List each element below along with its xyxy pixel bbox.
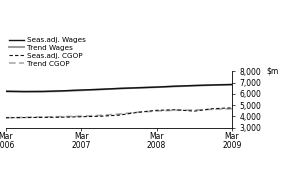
Trend CGOP	[98, 114, 102, 116]
Seas.adj. CGOP	[42, 116, 45, 118]
Seas.adj. CGOP	[193, 110, 196, 112]
Trend Wages	[42, 90, 45, 92]
Seas.adj. Wages	[61, 90, 64, 92]
Seas.adj. Wages	[174, 85, 177, 87]
Trend CGOP	[174, 109, 177, 111]
Seas.adj. Wages	[155, 86, 158, 88]
Seas.adj. CGOP	[117, 114, 121, 116]
Trend CGOP	[61, 116, 64, 118]
Seas.adj. Wages	[117, 87, 121, 89]
Trend Wages	[117, 88, 121, 90]
Seas.adj. Wages	[230, 83, 234, 86]
Line: Trend CGOP: Trend CGOP	[6, 109, 232, 118]
Trend CGOP	[155, 110, 158, 112]
Seas.adj. CGOP	[4, 117, 7, 119]
Seas.adj. CGOP	[230, 107, 234, 109]
Seas.adj. Wages	[80, 89, 83, 91]
Trend CGOP	[230, 108, 234, 110]
Trend Wages	[80, 89, 83, 91]
Trend CGOP	[117, 113, 121, 115]
Trend CGOP	[193, 109, 196, 111]
Seas.adj. CGOP	[174, 109, 177, 111]
Trend Wages	[155, 86, 158, 88]
Seas.adj. CGOP	[98, 115, 102, 117]
Legend: Seas.adj. Wages, Trend Wages, Seas.adj. CGOP, Trend CGOP: Seas.adj. Wages, Trend Wages, Seas.adj. …	[9, 37, 86, 67]
Trend CGOP	[23, 116, 26, 118]
Trend CGOP	[4, 117, 7, 119]
Trend Wages	[193, 85, 196, 87]
Seas.adj. Wages	[98, 88, 102, 90]
Trend Wages	[23, 91, 26, 93]
Trend Wages	[61, 90, 64, 92]
Seas.adj. CGOP	[61, 116, 64, 118]
Trend Wages	[98, 88, 102, 90]
Trend Wages	[230, 84, 234, 86]
Line: Trend Wages: Trend Wages	[6, 85, 232, 92]
Line: Seas.adj. CGOP: Seas.adj. CGOP	[6, 108, 232, 118]
Trend CGOP	[80, 115, 83, 117]
Seas.adj. CGOP	[155, 109, 158, 111]
Seas.adj. Wages	[211, 84, 215, 86]
Trend CGOP	[211, 108, 215, 110]
Seas.adj. Wages	[4, 90, 7, 92]
Seas.adj. CGOP	[136, 111, 140, 113]
Y-axis label: $m: $m	[267, 67, 279, 76]
Trend Wages	[136, 87, 140, 89]
Seas.adj. Wages	[136, 87, 140, 89]
Seas.adj. Wages	[23, 91, 26, 93]
Trend CGOP	[42, 116, 45, 118]
Seas.adj. CGOP	[80, 116, 83, 118]
Line: Seas.adj. Wages: Seas.adj. Wages	[6, 84, 232, 92]
Seas.adj. Wages	[42, 90, 45, 92]
Trend CGOP	[136, 111, 140, 113]
Seas.adj. CGOP	[23, 116, 26, 118]
Seas.adj. CGOP	[211, 108, 215, 110]
Trend Wages	[174, 85, 177, 87]
Trend Wages	[211, 84, 215, 86]
Trend Wages	[4, 90, 7, 92]
Seas.adj. Wages	[193, 84, 196, 87]
